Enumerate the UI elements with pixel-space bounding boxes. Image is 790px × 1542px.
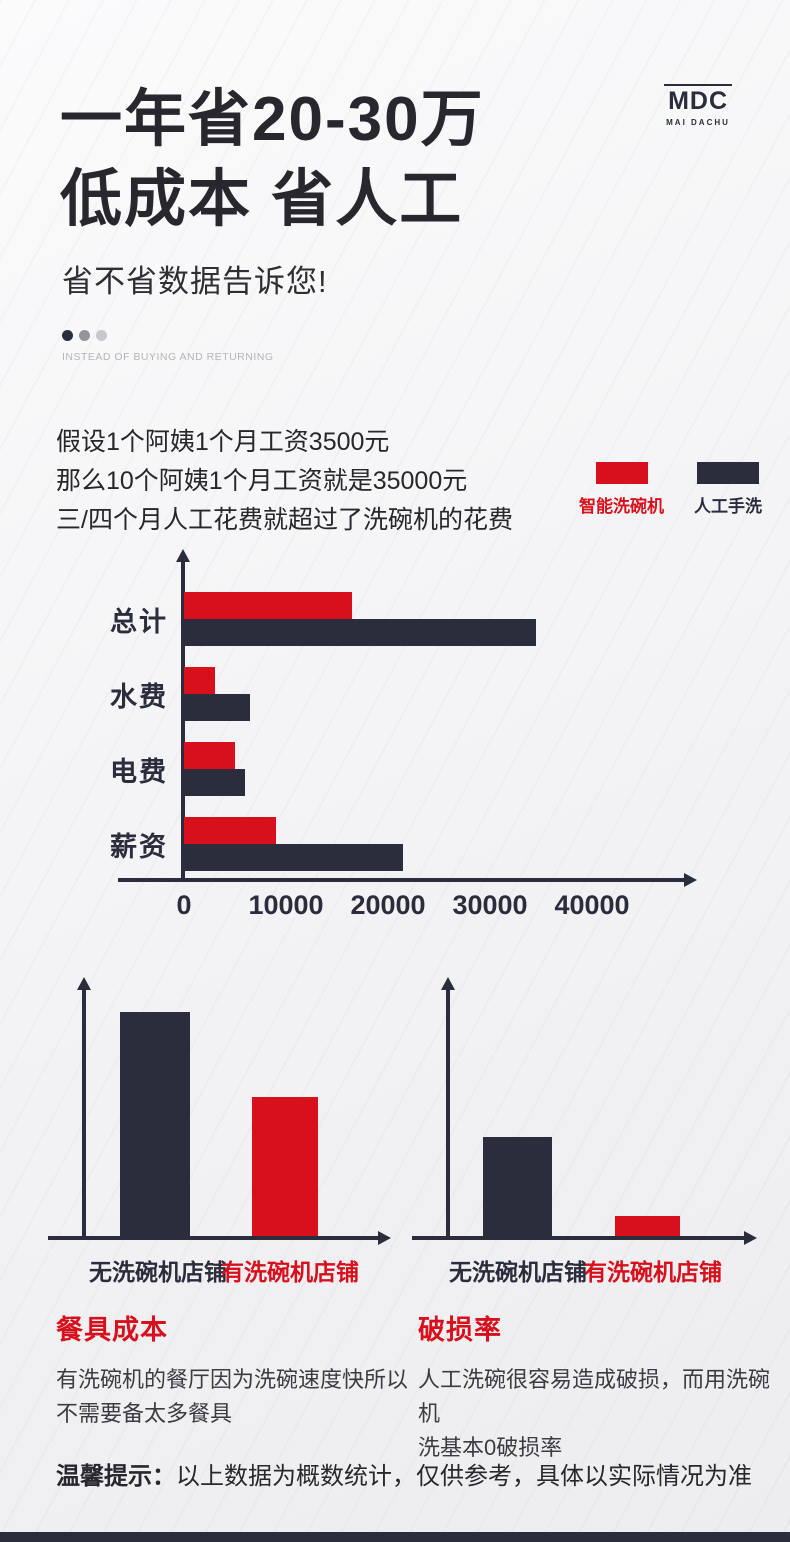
bar-with-dishwasher: [615, 1216, 680, 1236]
hbar-group: 薪资: [0, 817, 790, 871]
footer-tip: 温馨提示：以上数据为概数统计，仅供参考，具体以实际情况为准: [56, 1456, 752, 1491]
hbar-pair: [184, 667, 250, 721]
hbar-manual: [184, 844, 403, 871]
x-tick-label: 20000: [350, 890, 426, 920]
hbar-dishwasher: [184, 817, 276, 844]
hbar-group: 电费: [0, 742, 790, 796]
description-line: 洗基本0破损率: [418, 1435, 563, 1460]
monthly-cost-comparison-chart: 总计水费电费薪资 0 10000 20000 30000 40000: [0, 545, 790, 945]
hbar-manual: [184, 769, 245, 796]
hbar-pair: [184, 592, 536, 646]
hbar-category-label: 电费: [110, 756, 168, 787]
dot: [79, 330, 90, 341]
damage-rate-chart: 无洗碗机店铺 有洗碗机店铺: [408, 975, 768, 1285]
brand-logo-subtext: MAI DACHU: [666, 118, 730, 127]
legend-swatch-red: [595, 462, 648, 484]
title-line-2: 低成本 省人工: [60, 165, 464, 234]
section-damage-rate: 破损率 人工洗碗很容易造成破损，而用洗碗机 洗基本0破损率: [418, 1308, 790, 1465]
description-line: 不需要备太多餐具: [56, 1401, 233, 1426]
intro-line: 那么10个阿姨1个月工资就是35000元: [56, 467, 468, 495]
subtitle: 省不省数据告诉您!: [62, 264, 328, 299]
brand-logo-text: MDC: [664, 84, 732, 116]
hbar-manual: [184, 619, 536, 646]
page-title: 一年省20-30万 低成本 省人工: [60, 80, 485, 240]
x-tick-label: 30000: [452, 890, 528, 920]
hbar-category-label: 总计: [110, 606, 168, 637]
section-description: 人工洗碗很容易造成破损，而用洗碗机 洗基本0破损率: [418, 1363, 790, 1465]
x-axis: [48, 1231, 391, 1245]
hbar-dishwasher: [184, 742, 235, 769]
title-line-1: 一年省20-30万: [60, 85, 485, 154]
description-line: 有洗碗机的餐厅因为洗碗速度快所以: [56, 1367, 409, 1392]
hbar-dishwasher: [184, 667, 215, 694]
hbar-rows: 总计 水费 电费 薪资: [0, 592, 790, 892]
section-title: 餐具成本: [56, 1315, 168, 1345]
tableware-cost-chart: 无洗碗机店铺 有洗碗机店铺: [40, 975, 395, 1285]
intro-line: 假设1个阿姨1个月工资3500元: [56, 428, 390, 456]
intro-line: 三/四个月人工花费就超过了洗碗机的花费: [56, 506, 513, 534]
x-axis: [412, 1231, 757, 1245]
y-axis: [176, 549, 190, 879]
dot: [96, 330, 107, 341]
dot-active: [62, 330, 73, 341]
y-axis: [77, 977, 91, 1240]
x-tick-label: 40000: [554, 890, 630, 920]
bar-label-no-dishwasher: 无洗碗机店铺: [89, 1259, 227, 1285]
hbar-group: 水费: [0, 667, 790, 721]
y-axis: [441, 977, 455, 1240]
hbar-category-label: 薪资: [110, 831, 168, 862]
x-axis: [118, 873, 697, 887]
bar-label-with-dishwasher: 有洗碗机店铺: [584, 1259, 722, 1285]
section-description: 有洗碗机的餐厅因为洗碗速度快所以 不需要备太多餐具: [56, 1363, 408, 1431]
bottom-section-edge: [0, 1532, 790, 1542]
pagination-dots: [62, 330, 107, 341]
hbar-dishwasher: [184, 592, 352, 619]
bar-no-dishwasher: [483, 1137, 552, 1236]
legend-item-manual: 人工手洗: [694, 462, 762, 517]
legend-label-manual: 人工手洗: [694, 497, 762, 516]
x-tick-label: 10000: [248, 890, 324, 920]
section-title: 破损率: [418, 1315, 502, 1345]
bar-with-dishwasher: [252, 1097, 318, 1236]
legend-label-dishwasher: 智能洗碗机: [579, 497, 664, 516]
intro-text: 假设1个阿姨1个月工资3500元 那么10个阿姨1个月工资就是35000元 三/…: [56, 423, 513, 540]
hbar-group: 总计: [0, 592, 790, 646]
hbar-pair: [184, 742, 245, 796]
bar-no-dishwasher: [120, 1012, 190, 1236]
bar-label-with-dishwasher: 有洗碗机店铺: [221, 1259, 359, 1285]
hbar-manual: [184, 694, 250, 721]
section-tableware-cost: 餐具成本 有洗碗机的餐厅因为洗碗速度快所以 不需要备太多餐具: [56, 1308, 408, 1431]
description-line: 人工洗碗很容易造成破损，而用洗碗机: [418, 1367, 771, 1426]
hbar-pair: [184, 817, 403, 871]
hbar-category-label: 水费: [110, 681, 168, 712]
legend-swatch-dark: [697, 462, 759, 484]
legend-item-dishwasher: 智能洗碗机: [579, 462, 664, 517]
chart-legend: 智能洗碗机 人工手洗: [579, 462, 762, 517]
footer-tip-label: 温馨提示：: [56, 1463, 176, 1490]
x-tick-label: 0: [176, 890, 192, 920]
tagline: INSTEAD OF BUYING AND RETURNING: [62, 351, 274, 363]
brand-logo: MDC MAI DACHU: [664, 84, 732, 127]
bar-label-no-dishwasher: 无洗碗机店铺: [449, 1259, 587, 1285]
footer-tip-text: 以上数据为概数统计，仅供参考，具体以实际情况为准: [176, 1463, 752, 1490]
